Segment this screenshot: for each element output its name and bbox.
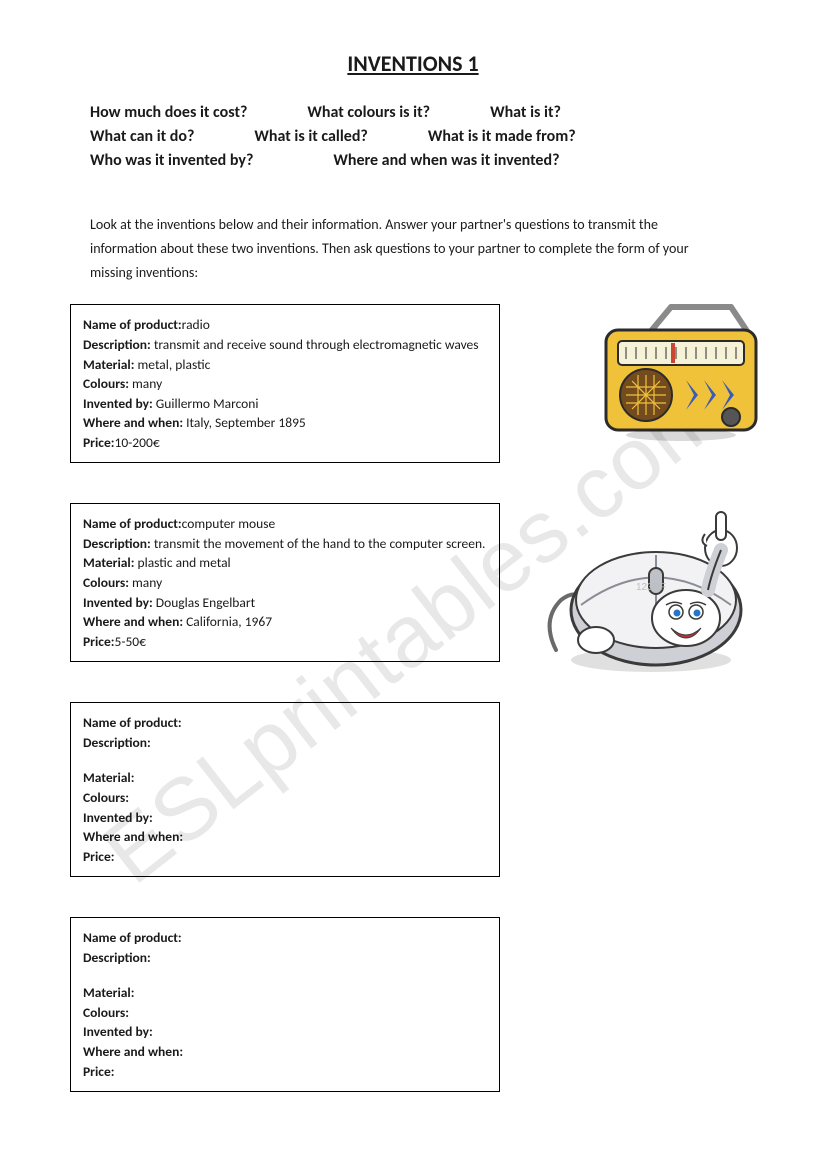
invention-card: Name of product: Description: Material: … (70, 702, 500, 877)
value-where-when: California, 1967 (183, 613, 272, 630)
label-material: Material: (83, 984, 134, 1001)
label-material: Material: (83, 554, 134, 571)
value-name: computer mouse (182, 515, 276, 532)
label-colours: Colours: (83, 375, 129, 392)
label-invented-by: Invented by: (83, 594, 153, 611)
label-where-when: Where and when: (83, 828, 183, 845)
value-material: plastic and metal (134, 554, 230, 571)
label-description: Description: (83, 949, 151, 966)
value-material: metal, plastic (134, 356, 210, 373)
label-colours: Colours: (83, 789, 129, 806)
page-title: INVENTIONS 1 (70, 50, 756, 77)
value-price: 10-200€ (114, 434, 159, 451)
label-description: Description: (83, 535, 151, 552)
label-material: Material: (83, 769, 134, 786)
label-name: Name of product: (83, 929, 182, 946)
label-invented-by: Invented by: (83, 395, 153, 412)
value-price: 5-50€ (114, 633, 146, 650)
label-name: Name of product: (83, 714, 182, 731)
label-price: Price: (83, 434, 114, 451)
label-colours: Colours: (83, 574, 129, 591)
label-description: Description: (83, 336, 151, 353)
label-price: Price: (83, 848, 114, 865)
invention-card: Name of product: Description: Material: … (70, 917, 500, 1092)
instructions-text: Look at the inventions below and their i… (90, 213, 756, 284)
label-name: Name of product: (83, 316, 182, 333)
invention-card: Name of product:radio Description: trans… (70, 304, 500, 463)
question-item: How much does it cost? (90, 101, 247, 125)
value-where-when: Italy, September 1895 (183, 414, 306, 431)
question-item: What colours is it? (307, 101, 430, 125)
label-name: Name of product: (83, 515, 182, 532)
label-where-when: Where and when: (83, 613, 183, 630)
question-item: Who was it invented by? (90, 149, 253, 173)
value-description: transmit the movement of the hand to the… (151, 535, 486, 552)
question-item: What is it called? (254, 125, 367, 149)
value-invented-by: Guillermo Marconi (153, 395, 259, 412)
label-price: Price: (83, 1063, 114, 1080)
question-bank: How much does it cost? What colours is i… (90, 101, 756, 173)
question-item: What is it made from? (428, 125, 576, 149)
label-colours: Colours: (83, 1004, 129, 1021)
label-description: Description: (83, 734, 151, 751)
question-item: What is it? (490, 101, 561, 125)
value-invented-by: Douglas Engelbart (153, 594, 255, 611)
value-colours: many (129, 375, 162, 392)
question-item: What can it do? (90, 125, 194, 149)
value-name: radio (182, 316, 210, 333)
invention-card: Name of product:computer mouse Descripti… (70, 503, 500, 662)
label-invented-by: Invented by: (83, 809, 153, 826)
label-where-when: Where and when: (83, 1043, 183, 1060)
label-material: Material: (83, 356, 134, 373)
label-price: Price: (83, 633, 114, 650)
value-colours: many (129, 574, 162, 591)
label-invented-by: Invented by: (83, 1023, 153, 1040)
question-item: Where and when was it invented? (333, 149, 559, 173)
value-description: transmit and receive sound through elect… (151, 336, 479, 353)
label-where-when: Where and when: (83, 414, 183, 431)
